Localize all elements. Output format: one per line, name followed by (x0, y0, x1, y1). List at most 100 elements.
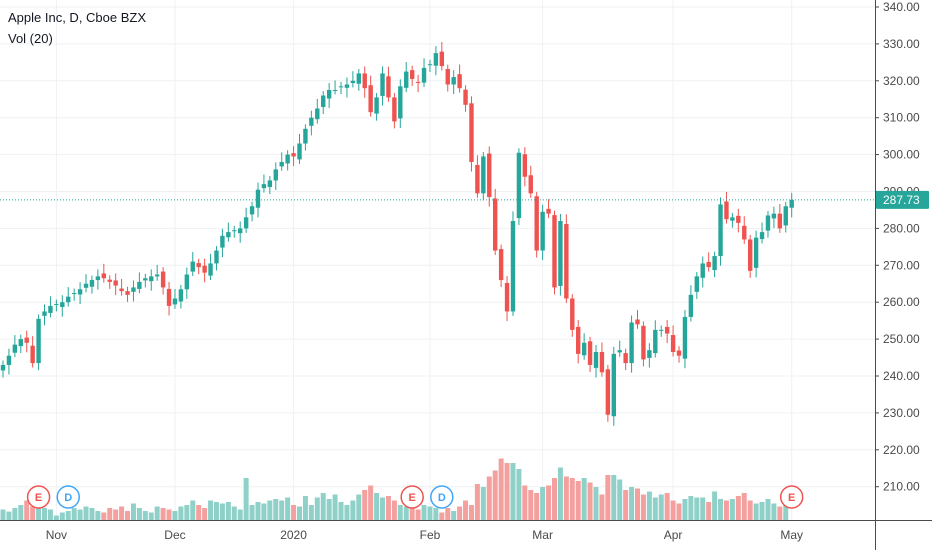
volume-bar (213, 502, 219, 520)
candle-body (605, 369, 611, 415)
earnings-marker[interactable]: E (400, 485, 424, 509)
event-marker-circle (400, 485, 424, 509)
price-series (0, 42, 794, 426)
candle-body (771, 213, 777, 219)
volume-bar (777, 506, 783, 520)
candle-body (24, 337, 29, 343)
volume-bar (504, 463, 510, 520)
volume-bar (237, 509, 243, 520)
candle (137, 272, 142, 294)
earnings-marker[interactable]: E (26, 485, 51, 509)
volume-bar (89, 508, 95, 520)
candle-body (398, 86, 403, 119)
candle (706, 252, 711, 272)
candle-body (469, 103, 474, 162)
candle-body (279, 161, 284, 167)
candle (89, 275, 95, 294)
candle-body (12, 344, 18, 353)
volume-bar (635, 488, 641, 520)
volume-bar (291, 505, 297, 520)
price-tick-label: 250.00 (883, 332, 920, 346)
price-axis[interactable]: 210.00 220.00 230.00 240.00 250.00 260.00 270.… (875, 0, 920, 494)
volume-bar (718, 499, 724, 520)
candle-body (712, 256, 717, 271)
candle (54, 299, 59, 312)
candle-body (647, 350, 652, 358)
candle-body (659, 329, 664, 331)
candle-body (166, 288, 172, 306)
volume-bar (338, 502, 344, 520)
volume-bar (202, 508, 208, 520)
candle-body (374, 97, 379, 114)
candle-body (635, 319, 640, 325)
candle-body (439, 51, 445, 67)
candle (12, 335, 18, 358)
candle-body (30, 345, 35, 364)
candle (581, 333, 587, 360)
candle (297, 133, 302, 164)
earnings-marker[interactable]: E (779, 485, 804, 509)
volume-bar (451, 511, 457, 520)
candle (119, 278, 124, 296)
time-axis[interactable]: Nov Dec 2020 Feb Mar Apr May (46, 528, 803, 542)
candle (576, 319, 581, 364)
volume-bar (498, 458, 504, 520)
candle (528, 165, 533, 198)
candle-body (730, 217, 735, 221)
candle-body (427, 64, 433, 66)
candle (587, 336, 593, 372)
volume-bar (208, 500, 214, 520)
candle-body (682, 316, 688, 359)
candle-body (66, 296, 71, 303)
candle-body (119, 288, 124, 292)
candle-body (184, 274, 190, 290)
candle (208, 253, 213, 281)
candle-body (36, 318, 41, 364)
candle-body (54, 304, 59, 306)
volume-bar (36, 503, 42, 520)
volume-bar (356, 494, 362, 520)
candle-body (546, 208, 551, 214)
volume-bar (617, 479, 623, 520)
volume-indicator-label[interactable]: Vol (20) (8, 31, 53, 46)
candle-body (172, 298, 178, 305)
candle (445, 64, 450, 92)
candle-body (629, 322, 634, 364)
candle-body (238, 228, 243, 234)
price-tick-label: 320.00 (883, 74, 920, 88)
volume-bar (380, 497, 386, 520)
candle (107, 275, 112, 289)
candle-body (475, 164, 480, 194)
volume-bar (575, 481, 581, 520)
volume-bar (706, 502, 712, 520)
volume-bar (759, 502, 765, 520)
candle (718, 197, 723, 266)
candle (30, 336, 35, 368)
candle (332, 80, 338, 95)
volume-bar (682, 499, 688, 520)
candle-body (255, 189, 261, 208)
volume-bar (83, 506, 89, 520)
candle-body (267, 180, 273, 188)
candle (83, 274, 89, 293)
event-marker-circle (779, 485, 804, 509)
candle (433, 46, 439, 76)
symbol-title[interactable]: Apple Inc, D, Cboe BZX (8, 10, 147, 25)
volume-bar (723, 500, 729, 520)
dividend-marker[interactable]: D (430, 485, 454, 509)
dividend-marker[interactable]: D (56, 485, 80, 509)
candle-body (285, 154, 290, 164)
candle-body (617, 350, 622, 353)
candle-body (338, 86, 344, 88)
volume-bar (101, 512, 107, 520)
price-tick-label: 310.00 (883, 111, 920, 125)
volume-bar (463, 500, 469, 520)
candle-body (534, 196, 539, 251)
candle-body (297, 143, 302, 160)
candle (350, 71, 356, 88)
volume-bar (629, 487, 635, 520)
candle (326, 83, 332, 109)
volume-bar (320, 493, 326, 520)
